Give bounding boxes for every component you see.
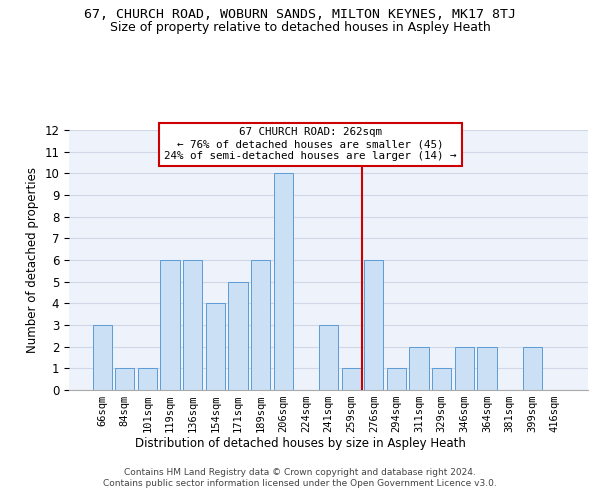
- Bar: [160, 260, 180, 390]
- Bar: [115, 368, 134, 390]
- Bar: [455, 346, 474, 390]
- Bar: [341, 368, 361, 390]
- Bar: [387, 368, 406, 390]
- Y-axis label: Number of detached properties: Number of detached properties: [26, 167, 39, 353]
- Bar: [229, 282, 248, 390]
- Text: 67, CHURCH ROAD, WOBURN SANDS, MILTON KEYNES, MK17 8TJ: 67, CHURCH ROAD, WOBURN SANDS, MILTON KE…: [84, 8, 516, 20]
- Text: 67 CHURCH ROAD: 262sqm
← 76% of detached houses are smaller (45)
24% of semi-det: 67 CHURCH ROAD: 262sqm ← 76% of detached…: [164, 128, 457, 160]
- Bar: [138, 368, 157, 390]
- Bar: [409, 346, 428, 390]
- Bar: [432, 368, 451, 390]
- Bar: [92, 325, 112, 390]
- Text: Contains HM Land Registry data © Crown copyright and database right 2024.
Contai: Contains HM Land Registry data © Crown c…: [103, 468, 497, 487]
- Text: Size of property relative to detached houses in Aspley Heath: Size of property relative to detached ho…: [110, 21, 490, 34]
- Text: Distribution of detached houses by size in Aspley Heath: Distribution of detached houses by size …: [134, 438, 466, 450]
- Bar: [183, 260, 202, 390]
- Bar: [274, 174, 293, 390]
- Bar: [206, 304, 225, 390]
- Bar: [319, 325, 338, 390]
- Bar: [523, 346, 542, 390]
- Bar: [364, 260, 383, 390]
- Bar: [251, 260, 270, 390]
- Bar: [477, 346, 497, 390]
